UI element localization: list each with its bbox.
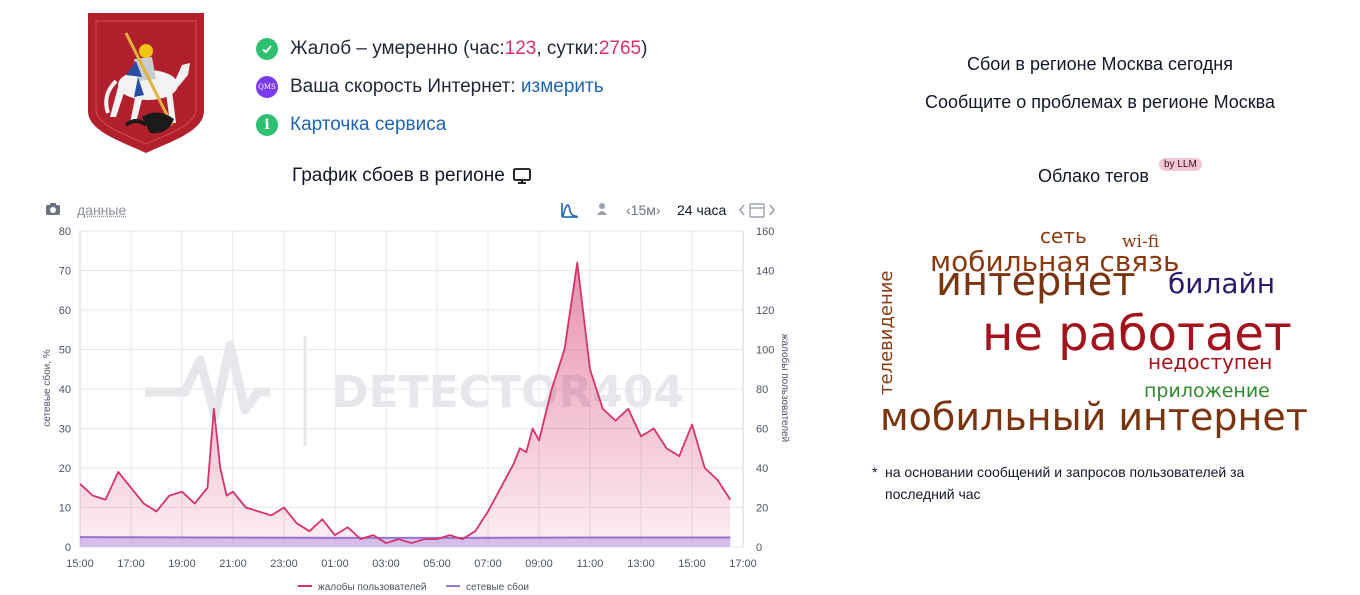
y-right-tick-label: 20 bbox=[756, 503, 768, 515]
monitor-icon[interactable] bbox=[512, 168, 531, 184]
day-separator: , сутки: bbox=[536, 38, 599, 59]
y-left-tick-label: 40 bbox=[59, 384, 71, 396]
tag-cloud-note: * на основании сообщений и запросов поль… bbox=[872, 461, 1292, 505]
x-axis: 15:00 17:00 19:00 21:00 23:00 01:00 03:00 05:00… bbox=[66, 558, 757, 570]
speed-label: Ваша скорость Интернет: bbox=[290, 76, 516, 97]
y-left-tick-label: 50 bbox=[59, 345, 71, 357]
legend-complaints-label[interactable]: жалобы пользователей bbox=[318, 581, 427, 593]
user-icon[interactable] bbox=[596, 202, 608, 216]
y-right-tick-label: 60 bbox=[756, 424, 768, 436]
x-tick-label: 15:00 bbox=[678, 558, 706, 570]
check-circle-icon bbox=[256, 38, 278, 60]
qms-icon: QMS bbox=[256, 76, 278, 98]
internet-speed-row: QMS Ваша скорость Интернет: измерить bbox=[256, 68, 647, 106]
complaints-status: Жалоб – умеренно (час: 123, сутки: 2765) bbox=[256, 30, 647, 68]
y-right-tick-label: 160 bbox=[756, 226, 774, 238]
camera-icon[interactable] bbox=[45, 202, 61, 216]
day-count: 2765 bbox=[598, 38, 642, 59]
tag-unavailable[interactable]: недоступен bbox=[1148, 350, 1273, 374]
x-tick-label: 15:00 bbox=[66, 558, 94, 570]
y-left-tick-label: 80 bbox=[59, 226, 71, 238]
service-card-link[interactable]: Карточка сервиса bbox=[290, 114, 447, 135]
tag-wifi[interactable]: wi-fi bbox=[1122, 232, 1160, 252]
y-right-tick-label: 140 bbox=[756, 266, 774, 278]
x-tick-label: 05:00 bbox=[423, 558, 451, 570]
data-link[interactable]: данные bbox=[77, 202, 127, 218]
chart-title-text: График сбоев в регионе bbox=[292, 165, 505, 186]
tag-mobile-connection[interactable]: мобильная связь bbox=[930, 245, 1180, 278]
tag-not-working[interactable]: не работает bbox=[982, 306, 1292, 362]
calendar-nav-icon[interactable] bbox=[738, 201, 778, 219]
tag-set[interactable]: сеть bbox=[1040, 224, 1087, 248]
y-axis-right: 0 20 40 60 80 100 120 140 160 bbox=[756, 226, 774, 554]
chart-toolbar: данные ‹15м› 24 часа bbox=[0, 200, 800, 222]
complaints-suffix: ) bbox=[641, 38, 648, 59]
outages-today-title[interactable]: Сбои в регионе Москва сегодня bbox=[967, 54, 1233, 74]
x-tick-label: 01:00 bbox=[321, 558, 349, 570]
legend: жалобы пользователей сетевые сбои bbox=[298, 581, 529, 593]
y-left-tick-label: 10 bbox=[59, 503, 71, 515]
watermark-text: DETECTOR404 bbox=[332, 367, 684, 418]
complaints-prefix: Жалоб – умеренно (час: bbox=[290, 38, 505, 59]
x-tick-label: 17:00 bbox=[729, 558, 757, 570]
range-24h-button[interactable]: 24 часа bbox=[677, 202, 727, 218]
tag-television[interactable]: телевидение bbox=[876, 270, 897, 395]
chart-title: График сбоев в регионе bbox=[292, 165, 531, 187]
y-right-tick-label: 120 bbox=[756, 305, 774, 317]
tag-beeline[interactable]: билайн bbox=[1168, 267, 1276, 300]
llm-badge: by LLM bbox=[1159, 158, 1202, 171]
y-axis-left-label: сетевые сбои, % bbox=[41, 349, 53, 427]
y-right-tick-label: 40 bbox=[756, 463, 768, 475]
y-right-tick-label: 0 bbox=[756, 542, 762, 554]
watermark: DETECTOR404 bbox=[145, 336, 684, 446]
y-right-tick-label: 100 bbox=[756, 345, 774, 357]
x-tick-label: 13:00 bbox=[627, 558, 655, 570]
x-tick-label: 21:00 bbox=[219, 558, 247, 570]
y-axis-right-label: жалобы пользователей bbox=[779, 334, 791, 443]
x-tick-label: 23:00 bbox=[270, 558, 298, 570]
x-tick-label: 17:00 bbox=[117, 558, 145, 570]
service-card-row: i Карточка сервиса bbox=[256, 106, 647, 144]
range-15m-button[interactable]: ‹15м› bbox=[626, 202, 661, 218]
y-left-tick-label: 20 bbox=[59, 463, 71, 475]
y-left-tick-label: 70 bbox=[59, 266, 71, 278]
outage-chart[interactable]: DETECTOR404 15:00 17:00 19:00 21:00 23:00 01:… bbox=[0, 220, 800, 595]
tag-mobile-internet[interactable]: мобильный интернет bbox=[880, 395, 1308, 439]
y-left-tick-label: 60 bbox=[59, 305, 71, 317]
info-icon: i bbox=[256, 114, 278, 136]
measure-speed-link[interactable]: измерить bbox=[520, 76, 604, 97]
y-axis-left: 0 10 20 30 40 50 60 70 80 bbox=[59, 226, 71, 554]
note-text: на основании сообщений и запросов пользо… bbox=[885, 464, 1245, 502]
tag-internet[interactable]: интернет bbox=[936, 259, 1136, 305]
legend-network-label[interactable]: сетевые сбои bbox=[466, 581, 529, 593]
tag-cloud-title: Облако тегов bbox=[1038, 166, 1149, 186]
y-right-tick-label: 80 bbox=[756, 384, 768, 396]
y-left-tick-label: 0 bbox=[65, 542, 71, 554]
chart-mode-icon[interactable] bbox=[560, 201, 580, 219]
complaints-line[interactable] bbox=[79, 261, 732, 544]
y-left-tick-label: 30 bbox=[59, 424, 71, 436]
x-tick-label: 09:00 bbox=[525, 558, 553, 570]
moscow-coat-of-arms-icon bbox=[88, 13, 204, 153]
x-tick-label: 11:00 bbox=[577, 558, 604, 570]
tag-cloud: сеть wi-fi мобильная связь интернет била… bbox=[860, 210, 1340, 450]
note-asterisk: * bbox=[872, 464, 878, 480]
hour-count: 123 bbox=[504, 38, 537, 59]
x-tick-label: 07:00 bbox=[474, 558, 502, 570]
tag-app[interactable]: приложение bbox=[1144, 380, 1270, 402]
x-tick-label: 19:00 bbox=[168, 558, 196, 570]
x-tick-label: 03:00 bbox=[372, 558, 400, 570]
status-block: Жалоб – умеренно (час: 123, сутки: 2765)… bbox=[256, 30, 647, 144]
report-problems-title[interactable]: Сообщите о проблемах в регионе Москва bbox=[924, 92, 1276, 112]
